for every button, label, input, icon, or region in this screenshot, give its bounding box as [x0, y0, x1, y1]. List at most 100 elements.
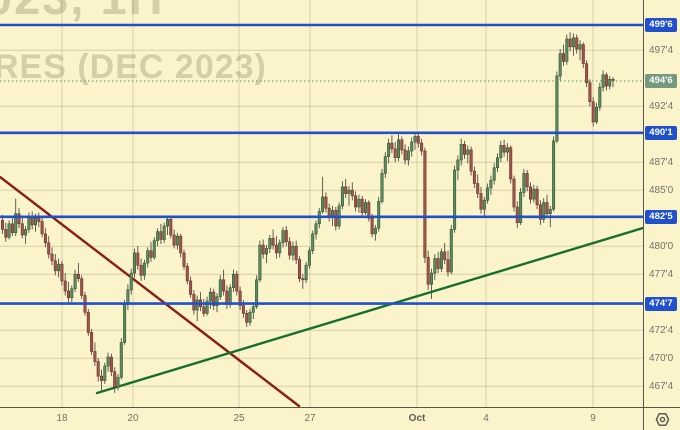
ascending-trendline[interactable] — [95, 226, 643, 395]
axis-settings-icon[interactable] — [654, 411, 671, 428]
candle-up — [119, 342, 123, 378]
candle-up — [278, 242, 282, 254]
descending-trendline[interactable] — [0, 175, 301, 407]
candle-up — [357, 198, 361, 208]
candle-up — [208, 291, 212, 302]
candle-up — [383, 156, 387, 174]
candle-down — [100, 375, 104, 381]
candle-down — [420, 142, 424, 152]
candle-up — [255, 279, 259, 307]
candle-up — [380, 173, 384, 202]
price-tick-label: 485'0 — [649, 184, 674, 196]
candle-up — [116, 376, 120, 388]
candle-up — [608, 79, 612, 87]
candle-up — [495, 157, 499, 169]
candle-up — [14, 213, 18, 234]
candle-up — [215, 296, 219, 306]
candle-down — [585, 63, 589, 83]
candle-up — [601, 74, 605, 88]
candle-up — [166, 219, 170, 227]
candle-up — [251, 306, 255, 313]
candle-down — [423, 150, 427, 258]
candle-up — [453, 169, 457, 230]
candle-up — [466, 149, 470, 155]
axis-separator-vertical — [643, 0, 644, 430]
candle-down — [390, 142, 394, 150]
candle-up — [103, 365, 107, 381]
time-axis[interactable]: 18 20 25 27 Oct 4 9 — [0, 408, 643, 430]
candle-down — [53, 260, 57, 272]
candle-down — [367, 202, 371, 219]
candle-up — [486, 187, 490, 201]
candle-up — [232, 273, 236, 288]
price-axis[interactable]: 497'4 492'4 487'4 485'0 480'0 477'4 472'4 470'0… — [644, 0, 680, 407]
candle-up — [123, 304, 127, 343]
candle-down — [334, 210, 338, 227]
level-price-badge: 499'6 — [645, 18, 677, 32]
candle-up — [24, 229, 28, 236]
candle-down — [238, 290, 242, 306]
time-tick-label: 27 — [304, 413, 316, 424]
candle-down — [17, 213, 21, 225]
candle-up — [505, 147, 509, 153]
candle-up — [548, 208, 552, 215]
candle-down — [462, 143, 466, 155]
candle-down — [344, 186, 348, 194]
candle-down — [113, 371, 117, 388]
candle-down — [297, 259, 301, 279]
candle-down — [212, 291, 216, 306]
level-price-badge: 490'1 — [645, 125, 677, 140]
candle-down — [189, 280, 193, 295]
candle-up — [594, 107, 598, 123]
candle-down — [591, 101, 595, 123]
candle-up — [156, 231, 160, 241]
candle-down — [60, 263, 64, 282]
candle-down — [370, 217, 374, 235]
candle-up — [406, 150, 410, 161]
candle-down — [40, 221, 44, 235]
candle-down — [271, 238, 275, 246]
candle-up — [106, 356, 110, 367]
candle-down — [149, 250, 153, 258]
candle-down — [63, 280, 67, 292]
candle-down — [241, 305, 245, 314]
candle-up — [7, 223, 11, 238]
candle-up — [413, 136, 417, 143]
candle-down — [50, 253, 54, 262]
candle-down — [90, 332, 94, 352]
candle-down — [169, 219, 173, 236]
time-tick-label: 18 — [56, 413, 68, 424]
candle-down — [235, 273, 239, 292]
candle-down — [222, 279, 226, 292]
candle-up — [522, 173, 526, 193]
candle-down — [179, 235, 183, 254]
candle-up — [347, 189, 351, 194]
price-chart-plot[interactable]: 023, 1H RES (DEC 2023) — [0, 0, 643, 407]
candle-down — [581, 44, 585, 64]
candle-down — [37, 217, 41, 222]
candle-down — [354, 195, 358, 208]
candle-up — [552, 140, 556, 210]
candle-down — [528, 186, 532, 200]
candle-down — [202, 306, 206, 314]
candlestick-chart[interactable] — [0, 0, 643, 407]
time-tick-label: 20 — [127, 413, 139, 424]
candle-up — [311, 233, 315, 251]
time-tick-label: 9 — [590, 413, 596, 424]
candle-up — [410, 141, 414, 152]
candle-down — [538, 204, 542, 220]
candle-down — [426, 257, 430, 285]
candle-up — [571, 37, 575, 48]
candle-up — [321, 196, 325, 212]
candle-down — [43, 233, 47, 244]
candle-up — [228, 287, 232, 305]
candle-down — [10, 223, 14, 234]
candle-up — [307, 250, 311, 266]
candle-up — [396, 139, 400, 159]
candle-down — [446, 259, 450, 273]
candle-up — [555, 75, 559, 142]
candle-down — [350, 189, 354, 197]
candle-up — [492, 167, 496, 181]
candle-down — [20, 223, 24, 236]
candle-down — [443, 251, 447, 260]
